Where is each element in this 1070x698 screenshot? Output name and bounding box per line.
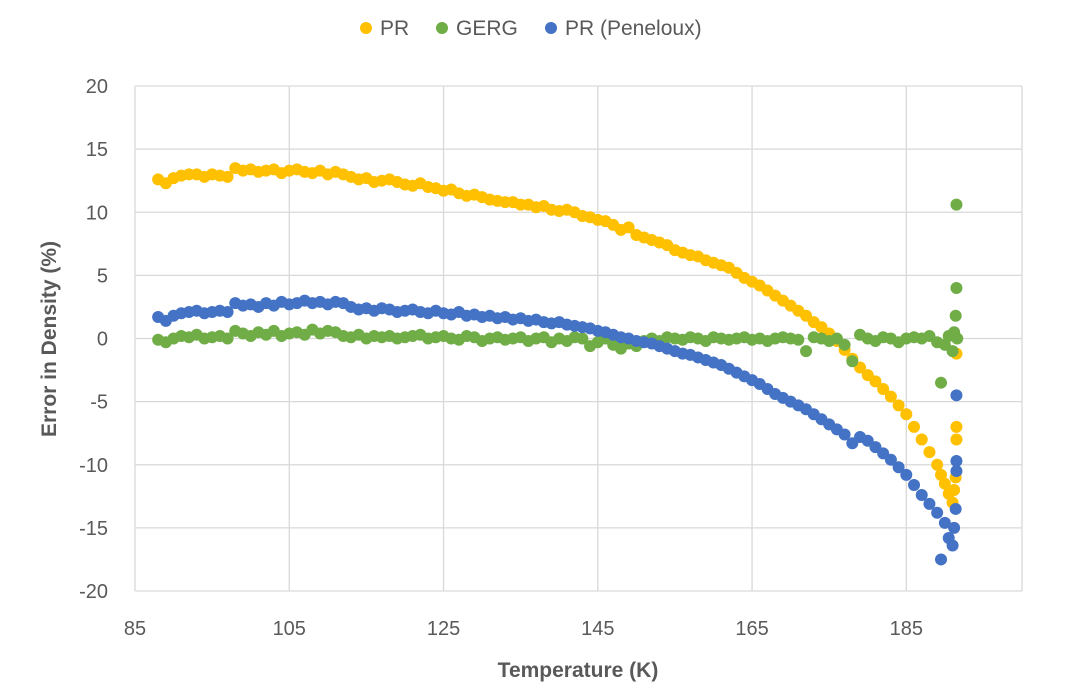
data-point <box>935 553 948 566</box>
data-point <box>869 375 882 388</box>
data-point <box>950 282 963 294</box>
y-tick-label: -5 <box>90 392 108 414</box>
legend-marker <box>360 22 372 34</box>
data-point <box>915 489 928 502</box>
y-tick-label: 0 <box>97 329 108 351</box>
y-tick-label: 5 <box>97 265 108 287</box>
data-point <box>948 521 961 534</box>
series-pr <box>152 162 963 509</box>
data-point <box>622 221 635 234</box>
legend-marker <box>436 22 448 34</box>
data-point <box>949 502 962 515</box>
data-point <box>884 390 897 403</box>
data-point <box>908 478 921 491</box>
data-point <box>935 376 948 389</box>
data-point <box>877 383 890 395</box>
y-tick-label: -20 <box>79 581 108 603</box>
x-axis-title: Temperature (K) <box>498 659 659 682</box>
data-point <box>950 420 963 433</box>
y-tick-label: 10 <box>86 202 108 224</box>
data-point <box>938 477 951 490</box>
legend-marker <box>545 22 557 34</box>
data-point <box>931 458 944 471</box>
data-point <box>923 497 936 510</box>
data-point <box>908 420 921 433</box>
data-point <box>946 345 959 358</box>
y-tick-label: 15 <box>86 139 108 161</box>
data-points <box>152 162 964 566</box>
series-gerg <box>152 198 964 389</box>
data-point <box>846 355 859 368</box>
data-point <box>576 332 589 345</box>
data-point <box>800 345 813 358</box>
data-point <box>838 428 851 441</box>
y-tick-label: -10 <box>79 455 108 477</box>
data-point <box>949 309 962 322</box>
series-pr-peneloux <box>152 294 963 566</box>
x-tick-label: 185 <box>890 618 923 640</box>
data-point <box>938 516 951 529</box>
data-point <box>792 333 805 346</box>
y-tick-label: 20 <box>86 76 108 98</box>
x-tick-label: 105 <box>273 618 306 640</box>
legend-label: PR (Peneloux) <box>565 17 702 40</box>
data-point <box>951 332 964 345</box>
data-point <box>221 170 234 183</box>
data-point <box>900 408 913 421</box>
legend-label: PR <box>380 17 409 40</box>
data-point <box>931 506 944 519</box>
data-point <box>950 198 963 211</box>
y-tick-label: -15 <box>79 518 108 540</box>
data-point <box>948 484 961 496</box>
data-point <box>900 468 913 481</box>
data-point <box>838 338 851 351</box>
x-tick-label: 85 <box>124 618 146 640</box>
x-tick-label: 165 <box>735 618 768 640</box>
data-point <box>950 454 963 467</box>
x-tick-label: 125 <box>427 618 460 640</box>
data-point <box>892 461 905 474</box>
legend-label: GERG <box>456 17 518 40</box>
data-point <box>923 446 936 459</box>
x-tick-label: 145 <box>581 618 614 640</box>
data-point <box>221 332 234 345</box>
data-point <box>915 433 928 446</box>
data-point <box>946 539 959 552</box>
data-point <box>892 399 905 412</box>
data-point <box>884 453 897 466</box>
y-axis-title: Error in Density (%) <box>38 241 61 437</box>
legend: PR GERG PR (Peneloux) <box>360 17 702 40</box>
data-point <box>950 465 963 478</box>
data-point <box>950 433 963 446</box>
data-point <box>950 389 963 402</box>
data-point <box>221 305 234 318</box>
